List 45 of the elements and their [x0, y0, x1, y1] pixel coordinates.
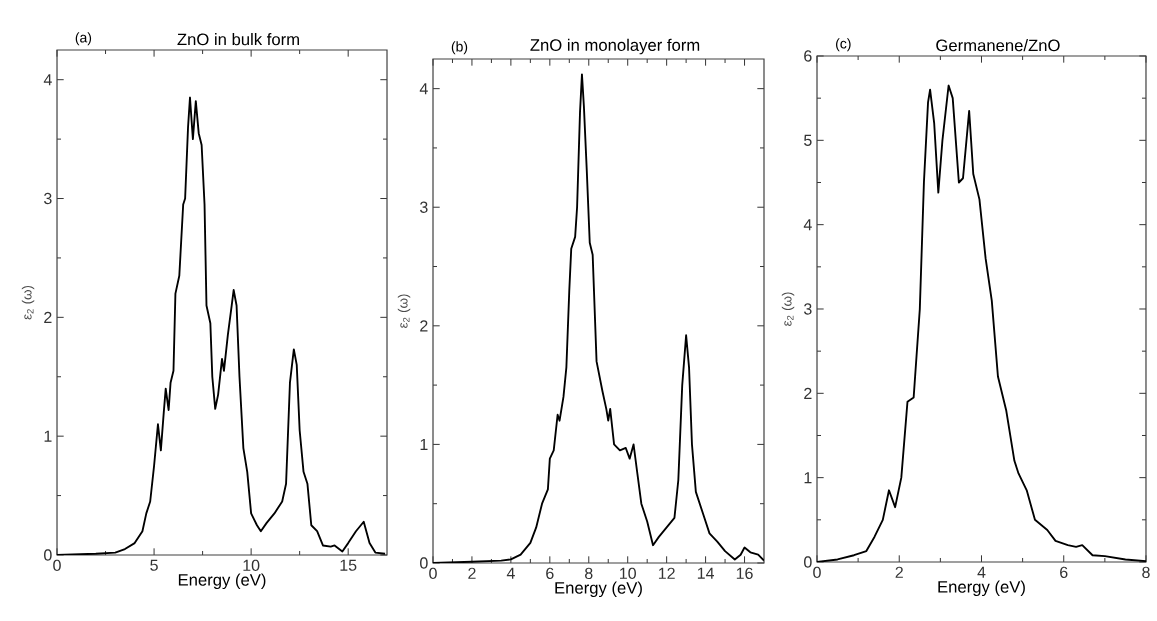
y-tick-label: 4 — [803, 219, 812, 231]
x-tick-label: 15 — [340, 559, 357, 571]
y-tick-label: 2 — [420, 320, 428, 332]
x-tick-label: 10 — [243, 559, 260, 572]
y-tick-label: 3 — [44, 192, 52, 205]
x-tick-label: 4 — [977, 566, 986, 578]
x-tick-label: 12 — [658, 567, 675, 579]
x-axis-title: Energy (eV) — [178, 573, 266, 590]
x-tick-label: 0 — [429, 567, 437, 580]
x-tick-label: 0 — [813, 566, 821, 579]
x-axis-title: Energy (eV) — [555, 581, 642, 598]
y-tick-label: 1 — [804, 472, 812, 484]
x-axis-title: Energy (eV) — [938, 580, 1025, 597]
x-tick-label: 2 — [468, 567, 476, 579]
y-tick-label: 4 — [43, 74, 52, 86]
text: (c) — [836, 38, 851, 52]
y-axis-title: ε$_{2}$ (ω) — [397, 294, 411, 328]
y-tick-label: 1 — [420, 438, 428, 450]
y-axis-title: ε$_{2}$ (ω) — [21, 285, 35, 320]
x-tick-label: 10 — [620, 567, 636, 580]
y-tick-label: 3 — [804, 303, 812, 315]
y-axis-title: ε$_{2}$ (ω) — [781, 292, 795, 326]
chart-title: ZnO in monolayer form — [530, 38, 700, 55]
y-tick-label: 6 — [804, 50, 812, 62]
text: (a) — [75, 32, 92, 46]
x-tick-label: 6 — [1060, 566, 1068, 579]
y-tick-label: 0 — [44, 549, 52, 561]
y-tick-label: 4 — [419, 83, 428, 95]
chart-title: Germanene/ZnO — [936, 39, 1060, 52]
y-tick-label: 1 — [44, 430, 52, 442]
x-tick-label: 4 — [506, 567, 515, 579]
chart-title: ZnO in bulk form — [177, 33, 299, 46]
x-tick-label: 16 — [736, 567, 753, 580]
x-tick-label: 6 — [546, 567, 554, 580]
x-tick-label: 14 — [697, 567, 715, 579]
x-tick-label: 5 — [150, 559, 158, 571]
x-tick-label: 0 — [53, 559, 61, 572]
y-tick-label: 2 — [44, 311, 52, 323]
y-tick-label: 3 — [420, 201, 428, 213]
x-tick-label: 2 — [895, 566, 903, 578]
x-tick-label: 8 — [1142, 566, 1150, 579]
x-tick-label: 8 — [585, 567, 593, 580]
y-tick-label: 2 — [804, 387, 812, 399]
y-tick-label: 5 — [804, 134, 812, 146]
text: (b) — [451, 41, 468, 55]
